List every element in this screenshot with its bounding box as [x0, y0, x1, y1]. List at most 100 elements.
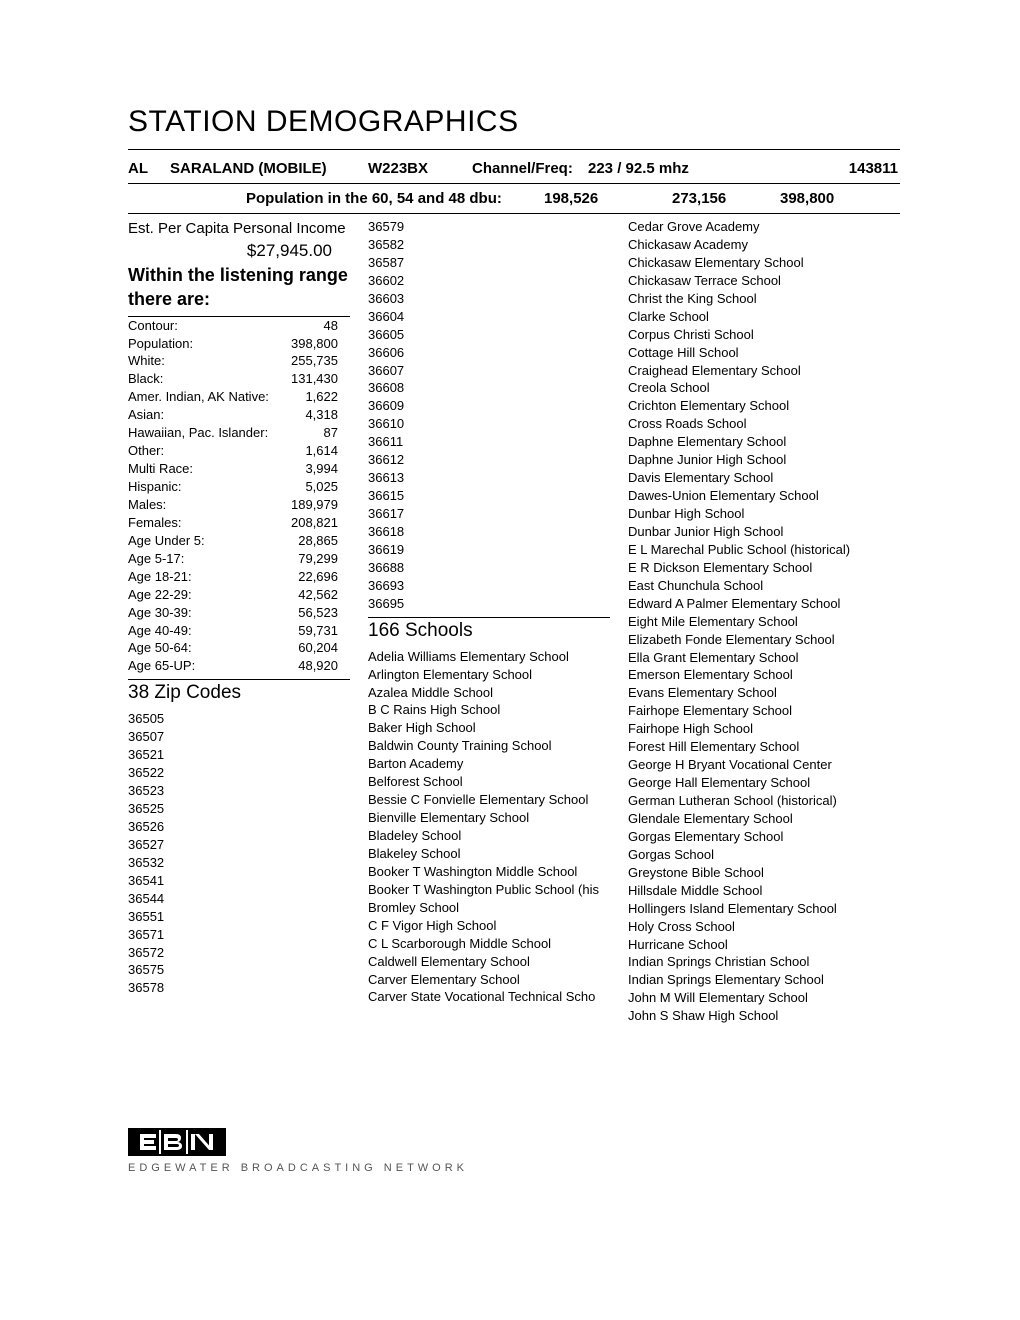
school-name: Evans Elementary School	[628, 684, 890, 702]
zip-code: 36615	[368, 487, 610, 505]
stat-row: Asian:4,318	[128, 406, 350, 424]
school-name: Hollingers Island Elementary School	[628, 900, 890, 918]
zip-code: 36608	[368, 379, 610, 397]
stat-label: Amer. Indian, AK Native:	[128, 388, 269, 406]
stat-row: Other:1,614	[128, 442, 350, 460]
stat-row: Population:398,800	[128, 335, 350, 353]
school-name: Arlington Elementary School	[368, 666, 610, 684]
stat-label: White:	[128, 352, 165, 370]
school-name: Carver Elementary School	[368, 971, 610, 989]
stat-label: Age 50-64:	[128, 639, 192, 657]
school-name: Cross Roads School	[628, 415, 890, 433]
stat-row: Hispanic:5,025	[128, 478, 350, 496]
stat-row: Age 30-39:56,523	[128, 604, 350, 622]
school-name: Baker High School	[368, 719, 610, 737]
stat-label: Females:	[128, 514, 181, 532]
footer: EDGEWATER BROADCASTING NETWORK	[128, 1128, 468, 1174]
zip-heading: 38 Zip Codes	[128, 682, 350, 704]
school-name: Caldwell Elementary School	[368, 953, 610, 971]
zip-code: 36618	[368, 523, 610, 541]
school-name: B C Rains High School	[368, 701, 610, 719]
school-name: Ella Grant Elementary School	[628, 649, 890, 667]
stat-value: 28,865	[280, 532, 350, 550]
zip-code: 36582	[368, 236, 610, 254]
zip-code: 36605	[368, 326, 610, 344]
zip-code: 36611	[368, 433, 610, 451]
school-name: E R Dickson Elementary School	[628, 559, 890, 577]
zip-code: 36525	[128, 800, 350, 818]
stat-row: Age Under 5: 28,865	[128, 532, 350, 550]
school-name: Booker T Washington Public School (his	[368, 881, 610, 899]
stat-row: White: 255,735	[128, 352, 350, 370]
zip-code: 36505	[128, 710, 350, 728]
school-name: Blakeley School	[368, 845, 610, 863]
zip-code: 36603	[368, 290, 610, 308]
stat-value: 22,696	[280, 568, 350, 586]
stat-value: 131,430	[280, 370, 350, 388]
school-name: Fairhope High School	[628, 720, 890, 738]
divider	[128, 679, 350, 680]
stat-label: Contour:	[128, 317, 178, 335]
schools-list-1: Adelia Williams Elementary SchoolArlingt…	[368, 648, 610, 1007]
stat-label: Age 22-29:	[128, 586, 192, 604]
stat-row: Multi Race:3,994	[128, 460, 350, 478]
school-name: E L Marechal Public School (historical)	[628, 541, 890, 559]
income-value: $27,945.00	[128, 241, 350, 261]
school-name: Crichton Elementary School	[628, 397, 890, 415]
school-name: Elizabeth Fonde Elementary School	[628, 631, 890, 649]
divider	[368, 617, 610, 618]
stat-row: Age 65-UP:48,920	[128, 657, 350, 675]
zip-code: 36527	[128, 836, 350, 854]
column-2: 3657936582365873660236603366043660536606…	[368, 218, 610, 1025]
zip-code: 36532	[128, 854, 350, 872]
stat-value: 5,025	[280, 478, 350, 496]
stat-label: Age Under 5:	[128, 532, 205, 550]
stat-label: Black:	[128, 370, 163, 388]
school-name: Adelia Williams Elementary School	[368, 648, 610, 666]
stat-row: Males:189,979	[128, 496, 350, 514]
stat-value: 42,562	[280, 586, 350, 604]
stat-label: Age 30-39:	[128, 604, 192, 622]
school-name: Bienville Elementary School	[368, 809, 610, 827]
school-name: Greystone Bible School	[628, 864, 890, 882]
stat-label: Hawaiian, Pac. Islander:	[128, 424, 268, 442]
stat-value: 1,614	[280, 442, 350, 460]
zip-code: 36572	[128, 944, 350, 962]
zip-code: 36587	[368, 254, 610, 272]
zip-code: 36693	[368, 577, 610, 595]
school-name: George H Bryant Vocational Center	[628, 756, 890, 774]
school-name: Christ the King School	[628, 290, 890, 308]
zip-code: 36607	[368, 362, 610, 380]
stat-row: Black: 131,430	[128, 370, 350, 388]
population-v3: 398,800	[780, 190, 880, 207]
station-header: AL SARALAND (MOBILE) W223BX Channel/Freq…	[128, 154, 900, 183]
stat-row: Age 50-64: 60,204	[128, 639, 350, 657]
stat-value: 60,204	[280, 639, 350, 657]
school-name: Hillsdale Middle School	[628, 882, 890, 900]
school-name: Booker T Washington Middle School	[368, 863, 610, 881]
population-row: Population in the 60, 54 and 48 dbu: 198…	[128, 184, 900, 213]
zip-code: 36575	[128, 961, 350, 979]
school-name: German Lutheran School (historical)	[628, 792, 890, 810]
school-name: Chickasaw Academy	[628, 236, 890, 254]
column-1: Est. Per Capita Personal Income $27,945.…	[128, 218, 350, 1025]
stat-row: Amer. Indian, AK Native:1,622	[128, 388, 350, 406]
school-name: Eight Mile Elementary School	[628, 613, 890, 631]
stat-label: Population:	[128, 335, 193, 353]
stat-row: Hawaiian, Pac. Islander:87	[128, 424, 350, 442]
school-name: Dunbar High School	[628, 505, 890, 523]
stat-label: Age 65-UP:	[128, 657, 195, 675]
stat-label: Asian:	[128, 406, 164, 424]
zip-code: 36522	[128, 764, 350, 782]
divider	[128, 213, 900, 214]
stat-value: 255,735	[280, 352, 350, 370]
school-name: Azalea Middle School	[368, 684, 610, 702]
zip-code: 36610	[368, 415, 610, 433]
zip-code: 36507	[128, 728, 350, 746]
school-name: Bromley School	[368, 899, 610, 917]
zip-code: 36571	[128, 926, 350, 944]
schools-heading: 166 Schools	[368, 620, 610, 642]
stat-label: Age 5-17:	[128, 550, 184, 568]
school-name: Gorgas Elementary School	[628, 828, 890, 846]
range-heading: Within the listening range there are:	[128, 263, 350, 312]
